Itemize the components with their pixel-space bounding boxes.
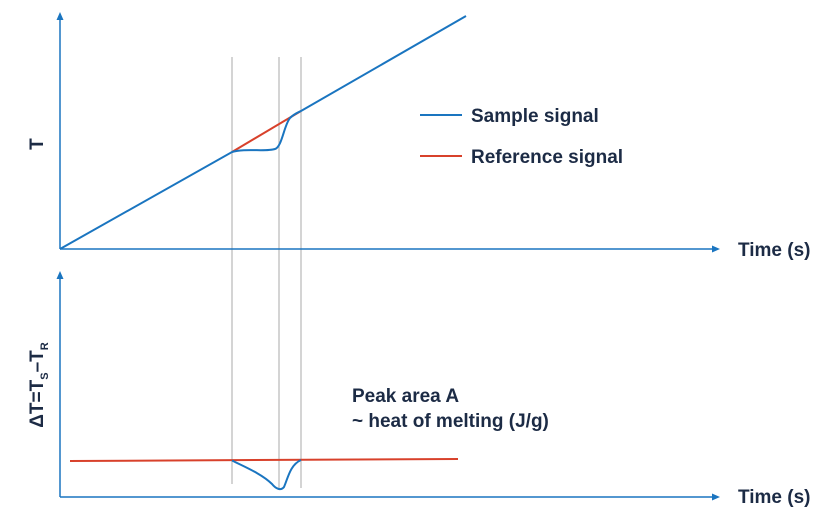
bottom-x-axis-arrow bbox=[712, 493, 720, 501]
top-x-axis-arrow bbox=[712, 245, 720, 253]
bottom-y-axis-arrow bbox=[56, 271, 64, 279]
top-y-label: T bbox=[27, 138, 48, 150]
top-x-label: Time (s) bbox=[738, 240, 811, 261]
peak-area-label: Peak area A bbox=[352, 386, 459, 407]
bottom-y-label-minus: –T bbox=[27, 350, 48, 373]
top-y-axis-arrow bbox=[56, 12, 64, 20]
guide-lines bbox=[231, 57, 302, 490]
bottom-y-label-sub-r: R bbox=[39, 342, 51, 350]
bottom-reference-line bbox=[69, 458, 459, 462]
bottom-y-label-main: ΔT=T bbox=[27, 379, 48, 427]
bottom-x-label: Time (s) bbox=[738, 487, 811, 508]
legend-sample-label: Sample signal bbox=[471, 106, 599, 127]
top-panel: Sample signal Reference signal T Time (s… bbox=[27, 12, 811, 261]
heat-of-melting-label: ~ heat of melting (J/g) bbox=[352, 411, 549, 432]
top-sample-line bbox=[59, 15, 467, 250]
bottom-y-label-sub-s: S bbox=[39, 372, 51, 379]
legend-reference-label: Reference signal bbox=[471, 147, 623, 168]
bottom-y-label: ΔT=TS–TR bbox=[27, 342, 51, 428]
bottom-panel: Peak area A ~ heat of melting (J/g) ΔT=T… bbox=[27, 271, 811, 508]
bottom-sample-peak bbox=[231, 459, 302, 491]
